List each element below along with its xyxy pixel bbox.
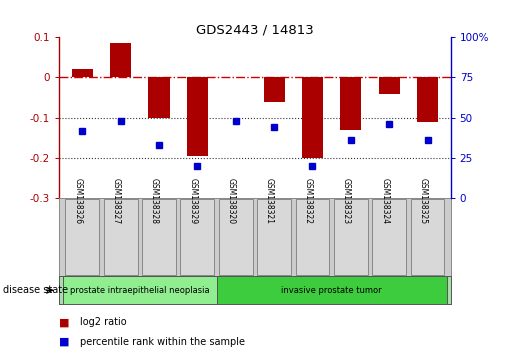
Bar xyxy=(180,199,214,275)
Text: GSM138327: GSM138327 xyxy=(112,177,121,224)
Text: GSM138324: GSM138324 xyxy=(380,177,389,224)
Title: GDS2443 / 14813: GDS2443 / 14813 xyxy=(196,23,314,36)
Bar xyxy=(225,76,246,78)
Text: GSM138323: GSM138323 xyxy=(342,177,351,224)
Bar xyxy=(372,199,406,275)
Text: GSM138320: GSM138320 xyxy=(227,177,236,224)
Text: GSM138322: GSM138322 xyxy=(303,178,313,224)
Text: percentile rank within the sample: percentile rank within the sample xyxy=(80,337,245,347)
Text: GSM138328: GSM138328 xyxy=(150,178,159,224)
Bar xyxy=(340,78,362,130)
Bar xyxy=(219,199,253,275)
Bar xyxy=(302,78,323,158)
Bar xyxy=(65,199,99,275)
Bar xyxy=(63,276,216,304)
Text: prostate intraepithelial neoplasia: prostate intraepithelial neoplasia xyxy=(70,286,210,295)
Bar xyxy=(142,199,176,275)
Text: disease state: disease state xyxy=(3,285,67,295)
Text: ■: ■ xyxy=(59,318,70,327)
Bar xyxy=(216,276,447,304)
Bar xyxy=(148,78,169,118)
Bar xyxy=(296,199,330,275)
Bar xyxy=(257,199,291,275)
Bar xyxy=(187,78,208,156)
Bar xyxy=(334,199,368,275)
Text: invasive prostate tumor: invasive prostate tumor xyxy=(281,286,382,295)
Text: log2 ratio: log2 ratio xyxy=(80,318,127,327)
Text: ■: ■ xyxy=(59,337,70,347)
Bar xyxy=(104,199,138,275)
Text: GSM138329: GSM138329 xyxy=(188,177,197,224)
Text: GSM138321: GSM138321 xyxy=(265,178,274,224)
Bar xyxy=(379,78,400,93)
Bar xyxy=(72,69,93,78)
Bar xyxy=(110,43,131,78)
Text: GSM138326: GSM138326 xyxy=(73,177,82,224)
Bar xyxy=(417,78,438,122)
Bar xyxy=(264,78,285,102)
Bar xyxy=(411,199,444,275)
Text: GSM138325: GSM138325 xyxy=(419,177,427,224)
